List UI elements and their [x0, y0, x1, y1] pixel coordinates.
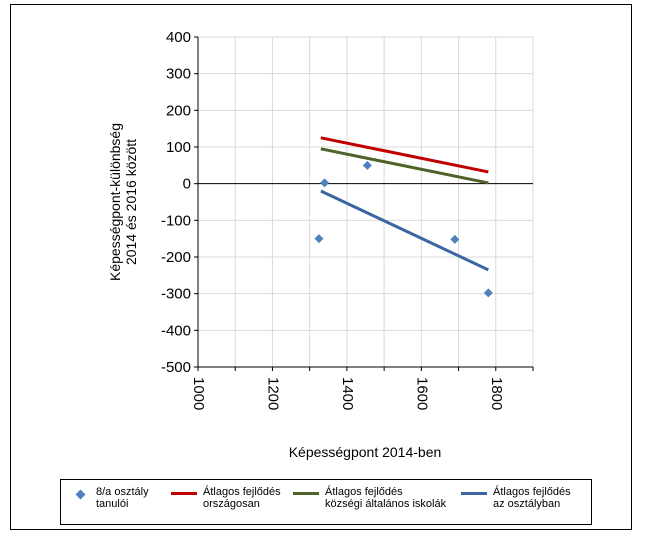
legend-label-line: Átlagos fejlődés — [325, 486, 403, 498]
legend-label-line: Átlagos fejlődés — [493, 486, 571, 498]
legend-label-line: országosan — [203, 498, 260, 510]
y-tick-label: -500 — [161, 359, 191, 376]
legend-item-class-average: Átlagos fejlődés az osztályban — [461, 486, 571, 510]
x-tick-labels: 1000 1200 1400 1600 1800 — [190, 377, 505, 410]
legend-label-line: 8/a osztály — [96, 486, 149, 498]
x-tick-label: 1600 — [413, 377, 430, 410]
y-axis-title-line-1: Képességpont-különbség — [107, 123, 123, 281]
x-axis-title: Képességpont 2014-ben — [289, 444, 442, 460]
data-point-diamond — [450, 234, 460, 244]
y-tick-label: -200 — [161, 249, 191, 266]
legend-label-line: községi általános iskolák — [325, 498, 447, 510]
legend-item-national: Átlagos fejlődés országosan — [171, 486, 281, 510]
data-point-diamond — [320, 178, 330, 188]
y-tick-label: 400 — [166, 29, 191, 46]
legend-label-line: az osztályban — [493, 498, 561, 510]
series-line-2 — [320, 147, 489, 185]
legend: 8/a osztály tanulói Átlagos fejlődés ors… — [60, 479, 592, 525]
x-tick-label: 1200 — [264, 377, 281, 410]
chart-frame — [10, 4, 632, 530]
data-point-diamond — [362, 160, 372, 170]
y-tick-label: -300 — [161, 286, 191, 303]
blue-line-marker-icon — [461, 492, 487, 495]
data-point-diamond — [314, 234, 324, 244]
y-tick-label: -100 — [161, 212, 191, 229]
data-point-diamond — [483, 288, 493, 298]
series-group — [314, 136, 493, 298]
y-tick-label: 100 — [166, 139, 191, 156]
red-line-marker-icon — [171, 492, 197, 495]
y-tick-label: 0 — [183, 176, 191, 193]
diamond-marker-icon — [75, 489, 86, 500]
legend-item-village-schools: Átlagos fejlődés községi általános iskol… — [293, 486, 446, 510]
legend-item-class-students: 8/a osztály tanulói — [69, 486, 149, 510]
axes — [194, 36, 534, 371]
y-tick-label: 300 — [166, 66, 191, 83]
y-tick-label: -400 — [161, 322, 191, 339]
y-tick-label: 200 — [166, 102, 191, 119]
x-tick-label: 1400 — [339, 377, 356, 410]
y-tick-labels: 400 300 200 100 0 -100 -200 -300 -400 -500 — [161, 29, 191, 376]
legend-label-line: tanulói — [96, 498, 129, 510]
gridlines — [198, 36, 534, 368]
green-line-marker-icon — [293, 492, 319, 495]
y-axis-title-line-2: 2014 és 2016 között — [123, 139, 139, 265]
x-tick-label: 1800 — [488, 377, 505, 410]
series-line-3 — [320, 189, 489, 272]
x-tick-label: 1000 — [190, 377, 207, 410]
series-line-1 — [320, 136, 489, 174]
legend-label-line: Átlagos fejlődés — [203, 486, 281, 498]
